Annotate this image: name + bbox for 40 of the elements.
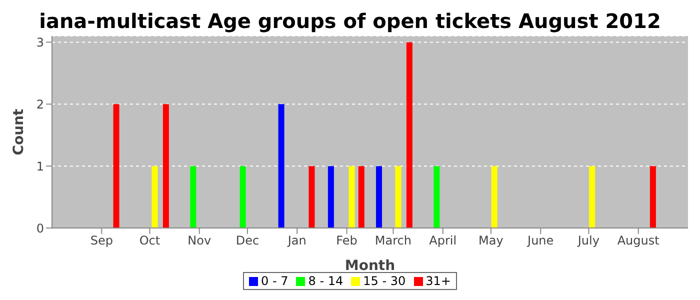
bar xyxy=(190,166,196,228)
bar xyxy=(650,166,656,228)
bar xyxy=(348,166,355,228)
bar xyxy=(278,104,284,228)
x-tick-label: Nov xyxy=(188,234,212,248)
y-tick-label: 3 xyxy=(36,35,44,50)
bar xyxy=(434,166,440,228)
x-tick-label: Oct xyxy=(139,234,160,248)
bar xyxy=(376,166,382,228)
bar xyxy=(162,104,169,228)
y-axis-title: Count xyxy=(10,108,27,156)
bar xyxy=(308,166,315,228)
x-tick-label: June xyxy=(526,234,554,248)
bar xyxy=(328,166,334,228)
bar xyxy=(589,166,596,228)
bar xyxy=(358,166,364,228)
legend-label: 15 - 30 xyxy=(362,274,406,288)
bar xyxy=(240,166,246,228)
legend-label: 0 - 7 xyxy=(260,274,288,288)
bar xyxy=(113,104,120,228)
x-axis-title: Month xyxy=(344,258,396,274)
x-tick-label: Feb xyxy=(336,234,358,248)
x-tick-label: Dec xyxy=(236,234,260,248)
y-tick-label: 0 xyxy=(36,221,44,236)
x-tick-label: March xyxy=(374,234,412,248)
x-tick-label: May xyxy=(478,234,504,248)
bar xyxy=(406,42,412,228)
bar xyxy=(152,166,158,228)
bar xyxy=(491,166,498,228)
legend-label: 31+ xyxy=(424,274,451,288)
x-tick-label: Jan xyxy=(286,234,306,248)
y-tick-label: 1 xyxy=(36,159,44,174)
x-tick-label: Sep xyxy=(90,234,113,248)
bar xyxy=(395,166,402,228)
chart-title: iana-multicast Age groups of open tickets August 2012 xyxy=(38,8,662,34)
y-tick-label: 2 xyxy=(36,97,44,112)
legend-label: 8 - 14 xyxy=(307,274,344,288)
x-tick-label: July xyxy=(576,234,600,248)
x-tick-label: August xyxy=(617,234,660,248)
x-tick-label: April xyxy=(429,234,457,248)
